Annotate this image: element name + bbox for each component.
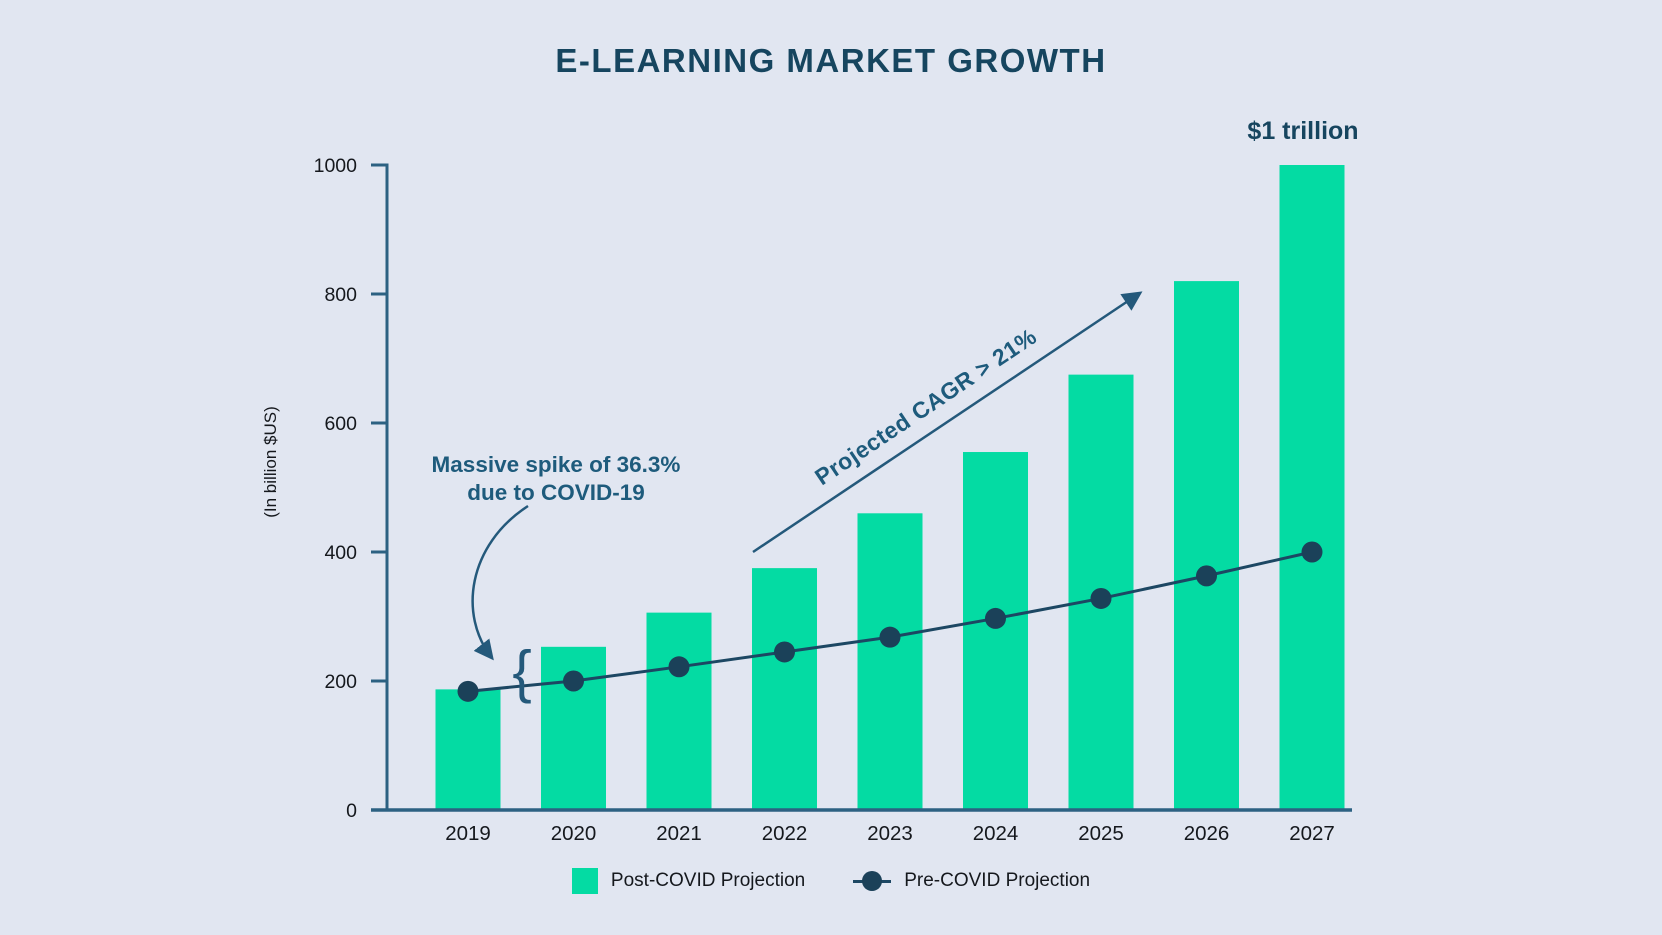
legend-item-pre-covid: Pre-COVID Projection — [853, 869, 1090, 893]
bar-2027 — [1279, 165, 1345, 810]
x-tick-label-2023: 2023 — [867, 822, 913, 845]
cagr-arrow — [752, 291, 1143, 554]
chart-title: E-LEARNING MARKET GROWTH — [555, 42, 1107, 79]
pre-covid-marker-dot — [862, 871, 883, 891]
bar-2021 — [646, 612, 712, 810]
pre-covid-dot-2026 — [1196, 565, 1217, 587]
pre-covid-dot-2022 — [774, 641, 795, 663]
spike-annotation-line2: due to COVID-19 — [467, 480, 645, 506]
pre-covid-dot-2021 — [668, 656, 690, 678]
pre-covid-dot-2019 — [457, 680, 479, 702]
pre-covid-dot-2020 — [563, 670, 584, 692]
x-tick-label-2021: 2021 — [656, 822, 702, 845]
spike-annotation: Massive spike of 36.3% due to COVID-19 — [406, 451, 706, 507]
bar-2024 — [963, 452, 1028, 810]
trillion-label: $1 trillion — [1247, 117, 1359, 145]
y-tick-label-800: 800 — [324, 284, 357, 306]
spike-arrow — [471, 504, 529, 661]
spike-brace: { — [512, 640, 531, 705]
pre-covid-dot-2024 — [985, 607, 1006, 629]
legend: Post-COVID Projection Pre-COVID Projecti… — [0, 868, 1662, 894]
pre-covid-dot-2027 — [1301, 541, 1323, 563]
bar-2022 — [752, 568, 817, 810]
legend-label-post-covid: Post-COVID Projection — [610, 870, 806, 891]
x-tick-label-2024: 2024 — [973, 822, 1019, 845]
y-tick-label-400: 400 — [324, 542, 357, 564]
x-tick-label-2025: 2025 — [1078, 822, 1124, 845]
pre-covid-dot-2025 — [1090, 587, 1112, 609]
y-axis-title: (In billion $US) — [261, 406, 280, 518]
x-tick-label-2022: 2022 — [762, 822, 808, 845]
x-tick-label-2020: 2020 — [551, 822, 597, 845]
y-tick-label-0: 0 — [346, 800, 357, 822]
x-tick-label-2027: 2027 — [1289, 822, 1335, 845]
x-tick-label-2026: 2026 — [1184, 822, 1230, 845]
x-tick-label-2019: 2019 — [445, 822, 491, 845]
pre-covid-dot-2023 — [879, 626, 901, 648]
y-tick-label-200: 200 — [324, 671, 357, 693]
pre-covid-marker-icon — [853, 869, 892, 893]
legend-label-pre-covid: Pre-COVID Projection — [904, 870, 1091, 891]
y-tick-label-600: 600 — [324, 413, 357, 435]
y-tick-label-1000: 1000 — [314, 155, 358, 177]
spike-annotation-line1: Massive spike of 36.3% — [431, 452, 681, 477]
bar-2026 — [1174, 281, 1239, 811]
post-covid-swatch-icon — [571, 868, 598, 894]
legend-item-post-covid: Post-COVID Projection — [571, 868, 806, 894]
bar-2019 — [435, 689, 501, 810]
bar-2023 — [857, 513, 923, 810]
